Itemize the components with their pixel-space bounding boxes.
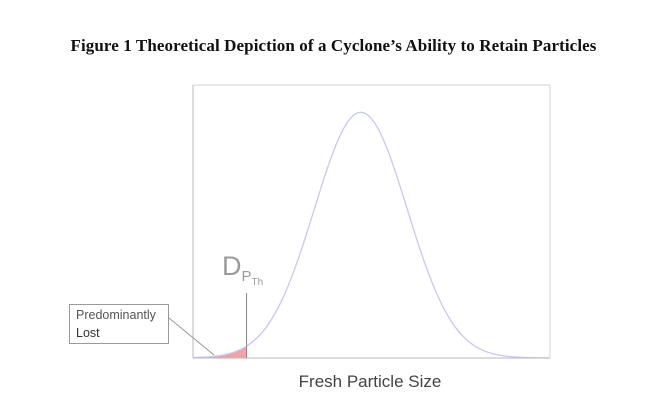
callout-leader-line xyxy=(168,317,215,356)
figure-title: Figure 1 Theoretical Depiction of a Cycl… xyxy=(70,36,597,55)
threshold-label-subsub: Th xyxy=(251,277,264,288)
x-axis-label: Fresh Particle Size xyxy=(298,372,442,391)
predominantly-lost-callout: Predominantly Lost xyxy=(69,304,169,344)
callout-line-1: Predominantly xyxy=(76,308,156,322)
threshold-label-main: D xyxy=(222,251,242,281)
threshold-size-label: DPTh xyxy=(222,251,263,288)
shaded-lost-region xyxy=(193,346,247,358)
distribution-curve xyxy=(192,111,551,359)
callout-line-2: Lost xyxy=(76,326,100,340)
threshold-label-sub: P xyxy=(241,268,252,285)
